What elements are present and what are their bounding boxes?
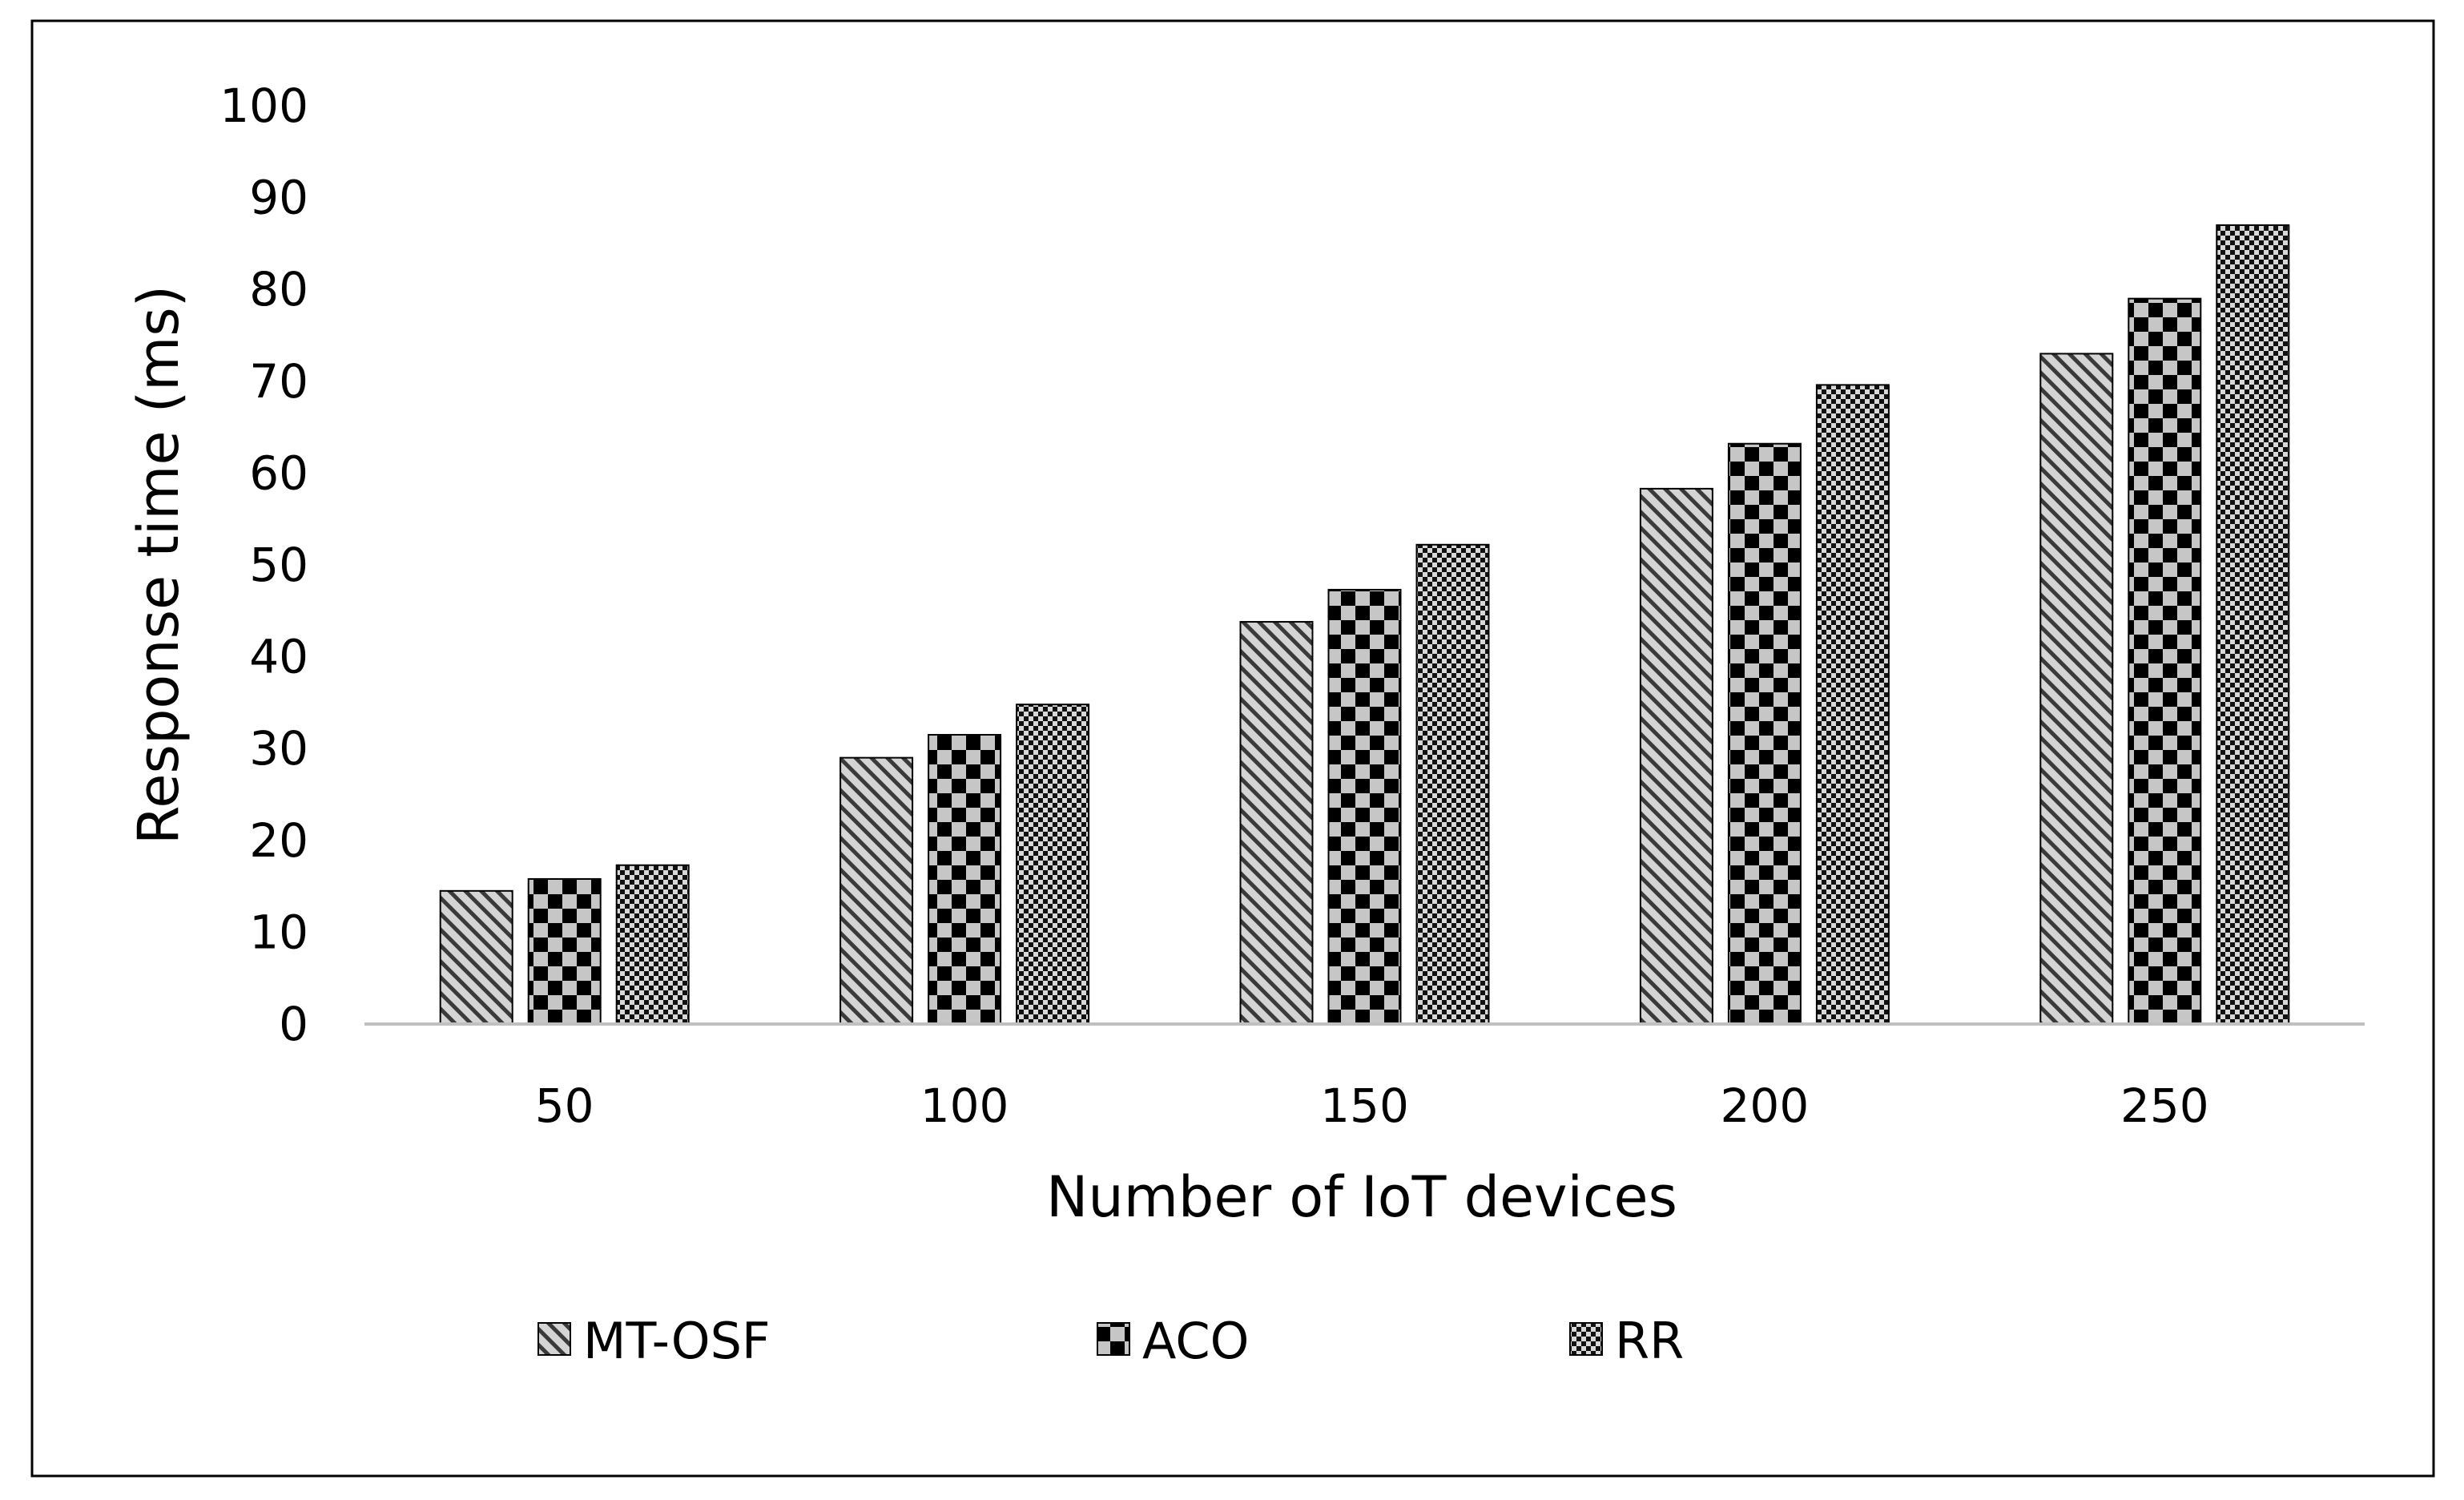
y-tick-label-100: 100 <box>219 79 308 133</box>
legend-swatch-aco <box>1097 1322 1130 1356</box>
x-axis-title: Number of IoT devices <box>1046 1164 1677 1230</box>
bar-rr-50 <box>615 864 690 1025</box>
bar-mt-osf-200 <box>1639 487 1713 1025</box>
x-tick-label-50: 50 <box>535 1079 594 1133</box>
bar-rr-250 <box>2216 224 2290 1026</box>
x-tick-label-250: 250 <box>2120 1079 2209 1133</box>
x-tick-label-100: 100 <box>920 1079 1009 1133</box>
y-axis-ticks: 0 10 20 30 40 50 60 70 80 90 100 <box>219 79 308 1051</box>
bar-rr-150 <box>1415 543 1490 1025</box>
bar-mt-osf-250 <box>2039 353 2114 1026</box>
y-tick-label-50: 50 <box>249 538 308 592</box>
legend-label-rr: RR <box>1615 1312 1684 1370</box>
bar-aco-50 <box>527 877 602 1025</box>
bar-rr-100 <box>1016 704 1090 1026</box>
x-tick-label-200: 200 <box>1721 1079 1810 1133</box>
y-axis-title: Response time (ms) <box>126 285 191 845</box>
bar-aco-100 <box>928 734 1002 1025</box>
bar-rr-200 <box>1815 384 1890 1026</box>
bars-layer <box>439 224 2290 1026</box>
y-tick-label-40: 40 <box>249 630 308 684</box>
bar-aco-200 <box>1727 442 1802 1025</box>
legend: MT-OSF ACO RR <box>537 1312 1684 1370</box>
y-tick-label-20: 20 <box>249 813 308 868</box>
legend-label-mt-osf: MT-OSF <box>583 1312 771 1370</box>
bar-mt-osf-150 <box>1239 621 1314 1025</box>
y-tick-label-80: 80 <box>249 262 308 317</box>
y-tick-label-90: 90 <box>249 171 308 225</box>
bar-aco-150 <box>1327 588 1402 1025</box>
y-tick-label-10: 10 <box>249 905 308 959</box>
y-tick-label-30: 30 <box>249 721 308 776</box>
legend-swatch-rr <box>1569 1322 1603 1356</box>
bar-aco-250 <box>2128 297 2202 1026</box>
x-tick-label-150: 150 <box>1320 1079 1409 1133</box>
chart-frame <box>30 19 2435 1478</box>
bar-mt-osf-50 <box>439 889 513 1025</box>
x-axis-ticks: 50 100 150 200 250 <box>535 1079 2209 1133</box>
y-tick-label-70: 70 <box>249 354 308 409</box>
legend-swatch-mt-osf <box>537 1322 571 1356</box>
bar-mt-osf-100 <box>839 756 914 1025</box>
y-tick-label-0: 0 <box>279 997 308 1051</box>
y-tick-label-60: 60 <box>249 446 308 500</box>
legend-label-aco: ACO <box>1142 1312 1249 1370</box>
